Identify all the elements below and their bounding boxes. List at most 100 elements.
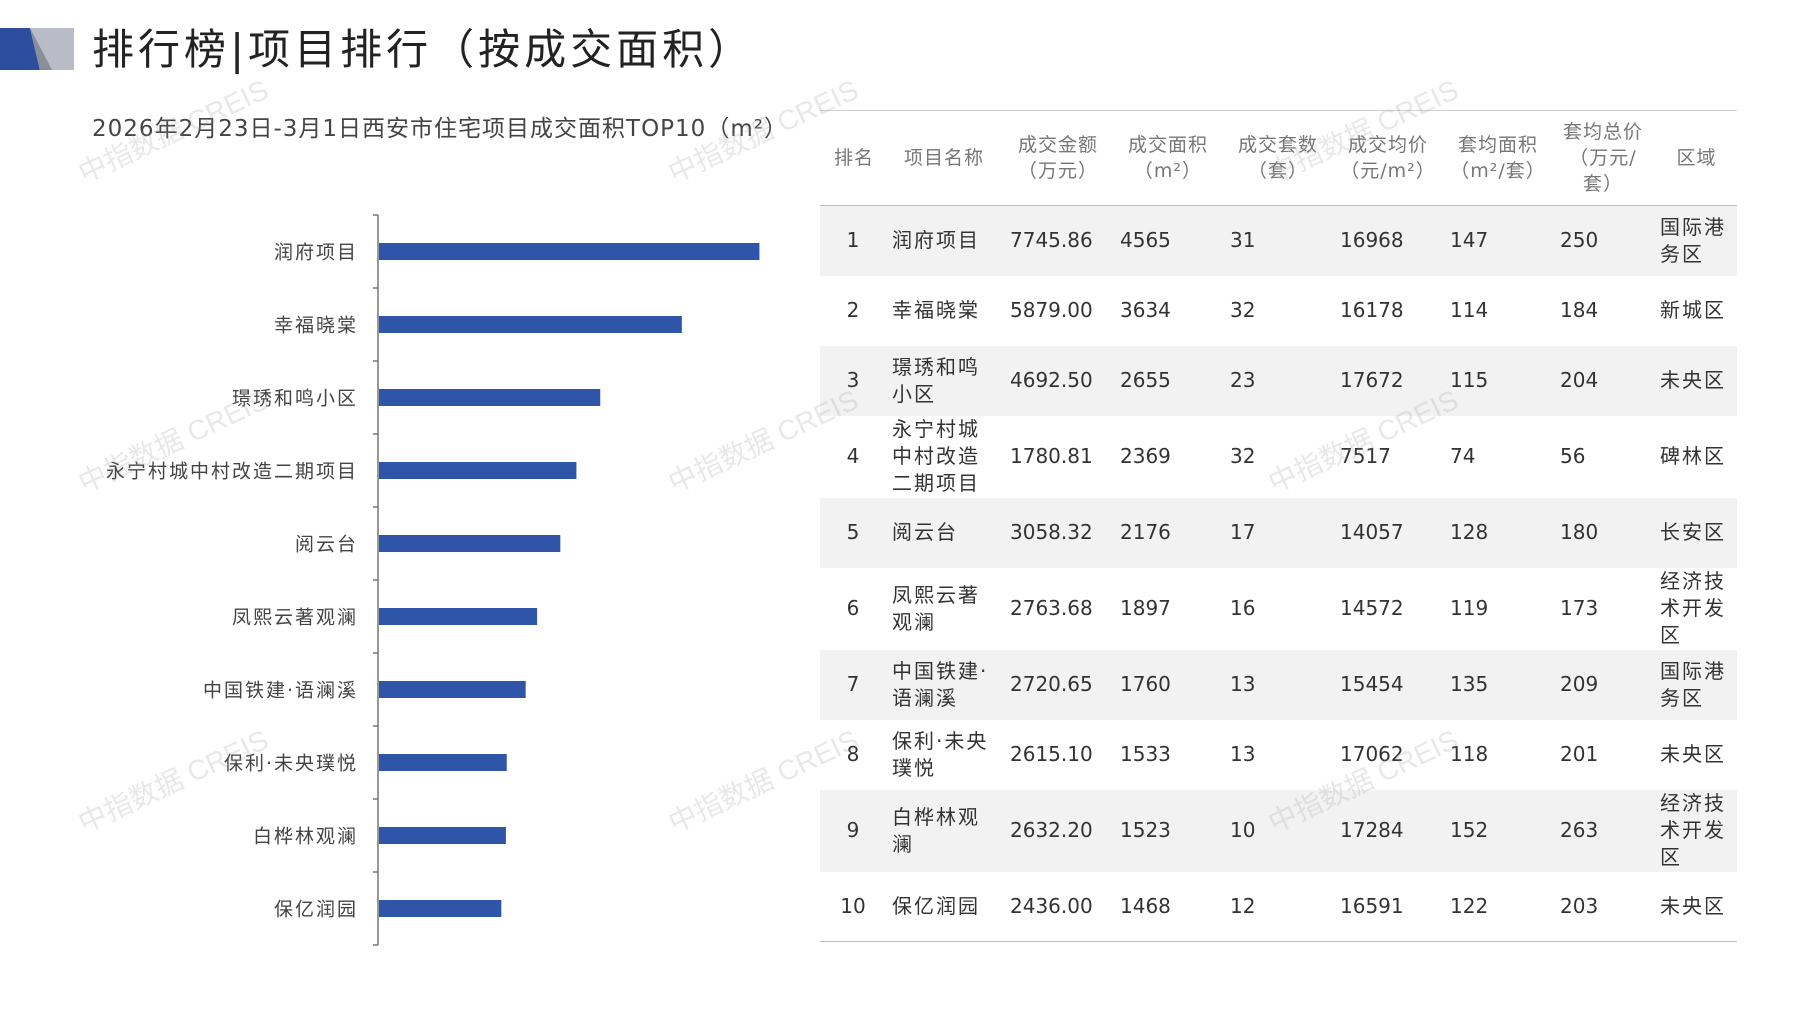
cell-avg-total: 250	[1560, 228, 1599, 253]
cell-name: 凤熙云著观澜	[892, 582, 980, 634]
category-label: 润府项目	[274, 242, 358, 264]
cell-name: 保利·未央璞悦	[892, 728, 989, 780]
column-header: 套均面积 （m²/套）	[1440, 110, 1550, 206]
cell-district: 未央区	[1660, 893, 1726, 918]
cell-price: 17062	[1340, 742, 1404, 766]
cell-name: 润府项目	[892, 228, 980, 253]
table-row: 2 幸福晓棠 5879.00 3634 32 16178 114 184 新城区	[820, 276, 1737, 346]
table-row: 10 保亿润园 2436.00 1468 12 16591 122 203 未央区	[820, 872, 1737, 942]
bar	[379, 827, 506, 844]
category-label: 璟琇和鸣小区	[232, 388, 358, 410]
cell-district: 新城区	[1660, 298, 1726, 322]
cell-name: 阅云台	[892, 520, 958, 544]
bar	[379, 900, 502, 917]
cell-amount: 2436.00	[1010, 893, 1093, 918]
cell-area: 2176	[1120, 520, 1171, 544]
cell-rank: 5	[846, 520, 860, 544]
chart-title: 2026年2月23日-3月1日西安市住宅项目成交面积TOP10（m²）	[92, 116, 788, 142]
cell-avg-total: 180	[1560, 520, 1599, 544]
cell-district: 国际港务区	[1660, 658, 1726, 710]
table-row: 7 中国铁建·语澜溪 2720.65 1760 13 15454 135 209 国际港务区	[820, 649, 1737, 720]
cell-area: 1760	[1120, 672, 1171, 696]
cell-area: 1897	[1120, 596, 1171, 620]
cell-avg-area: 118	[1450, 742, 1489, 766]
column-header: 成交金额 （万元）	[1000, 110, 1110, 206]
cell-avg-total: 209	[1560, 672, 1599, 696]
table-row: 5 阅云台 3058.32 2176 17 14057 128 180 长安区	[820, 497, 1737, 568]
cell-area: 3634	[1120, 298, 1171, 322]
category-label: 中国铁建·语澜溪	[203, 680, 358, 702]
category-label: 凤熙云著观澜	[232, 607, 358, 629]
cell-amount: 3058.32	[1010, 520, 1093, 544]
cell-price: 16968	[1340, 228, 1404, 253]
table-body: 1 润府项目 7745.86 4565 31 16968 147 250 国际港务区 2 幸福晓棠 5…	[820, 205, 1737, 942]
cell-rank: 10	[840, 893, 866, 918]
column-header: 套均总价 （万元/套）	[1550, 110, 1650, 206]
cell-district: 经济技术开发区	[1660, 791, 1726, 869]
cell-price: 16591	[1340, 893, 1404, 918]
cell-rank: 3	[846, 368, 860, 392]
bar	[379, 389, 601, 406]
cell-avg-total: 184	[1560, 298, 1599, 322]
cell-name: 永宁村城中村改造二期项目	[892, 417, 980, 495]
cell-rank: 8	[846, 742, 860, 766]
table-row: 4 永宁村城中村改造二期项目 1780.81 2369 32 7517 74 56 碑林区	[820, 416, 1737, 498]
cell-rank: 4	[846, 444, 860, 468]
cell-units: 32	[1230, 444, 1256, 468]
cell-rank: 7	[846, 672, 860, 696]
cell-price: 14057	[1340, 520, 1404, 544]
cell-amount: 1780.81	[1010, 444, 1093, 468]
cell-amount: 2763.68	[1010, 596, 1093, 620]
cell-name: 中国铁建·语澜溪	[892, 658, 989, 710]
category-label: 幸福晓棠	[274, 315, 358, 337]
column-header: 排名	[820, 110, 882, 206]
table-row: 9 白桦林观澜 2632.20 1523 10 17284 152 263 经济技术开发区	[820, 789, 1737, 872]
cell-rank: 6	[846, 596, 860, 620]
cell-area: 1523	[1120, 818, 1171, 842]
cell-avg-total: 173	[1560, 596, 1599, 620]
cell-price: 17672	[1340, 368, 1404, 392]
cell-avg-total: 56	[1560, 444, 1586, 468]
cell-area: 4565	[1120, 228, 1171, 253]
table-row: 8 保利·未央璞悦 2615.10 1533 13 17062 118 201 未央区	[820, 720, 1737, 790]
cell-rank: 9	[846, 818, 860, 842]
cell-price: 16178	[1340, 298, 1404, 322]
cell-avg-total: 204	[1560, 368, 1599, 392]
bar-chart: 润府项目幸福晓棠璟琇和鸣小区永宁村城中村改造二期项目阅云台凤熙云著观澜中国铁建·…	[106, 214, 760, 946]
cell-amount: 2615.10	[1010, 742, 1093, 766]
bar	[379, 608, 538, 625]
cell-amount: 7745.86	[1010, 228, 1093, 253]
cell-district: 长安区	[1660, 520, 1726, 544]
column-header: 成交套数 （套）	[1220, 110, 1330, 206]
cell-units: 13	[1230, 672, 1256, 696]
cell-units: 17	[1230, 520, 1256, 544]
cell-rank: 2	[846, 298, 860, 322]
cell-name: 保亿润园	[892, 893, 980, 918]
category-label: 永宁村城中村改造二期项目	[106, 461, 358, 483]
bar	[379, 754, 507, 771]
cell-name: 白桦林观澜	[892, 804, 980, 856]
category-label: 阅云台	[295, 534, 358, 556]
cell-area: 1468	[1120, 893, 1171, 918]
category-label: 白桦林观澜	[253, 826, 358, 848]
cell-amount: 4692.50	[1010, 368, 1093, 392]
cell-price: 7517	[1340, 444, 1391, 468]
cell-units: 13	[1230, 742, 1256, 766]
cell-name: 幸福晓棠	[892, 298, 980, 322]
bar	[379, 681, 526, 698]
cell-district: 碑林区	[1660, 444, 1726, 468]
ranking-table: 排名 项目名称 成交金额 （万元） 成交面积 （m²） 成交套数 （套） 成交均价 （元/m²）套…	[820, 110, 1737, 942]
cell-price: 15454	[1340, 672, 1404, 696]
category-label: 保利·未央璞悦	[224, 753, 358, 775]
cell-avg-area: 135	[1450, 672, 1489, 696]
page-title: 排行榜|项目排行（按成交面积）	[92, 25, 755, 74]
ranking-table-container: 排名 项目名称 成交金额 （万元） 成交面积 （m²） 成交套数 （套） 成交均价 （元/m²）套…	[820, 110, 1737, 942]
cell-district: 经济技术开发区	[1660, 569, 1726, 647]
cell-amount: 5879.00	[1010, 298, 1093, 322]
category-label: 保亿润园	[274, 899, 358, 921]
brand-logo-mark	[0, 28, 74, 70]
cell-avg-area: 119	[1450, 596, 1489, 620]
cell-avg-total: 203	[1560, 893, 1599, 918]
column-header: 区域	[1650, 110, 1737, 206]
cell-units: 16	[1230, 596, 1256, 620]
